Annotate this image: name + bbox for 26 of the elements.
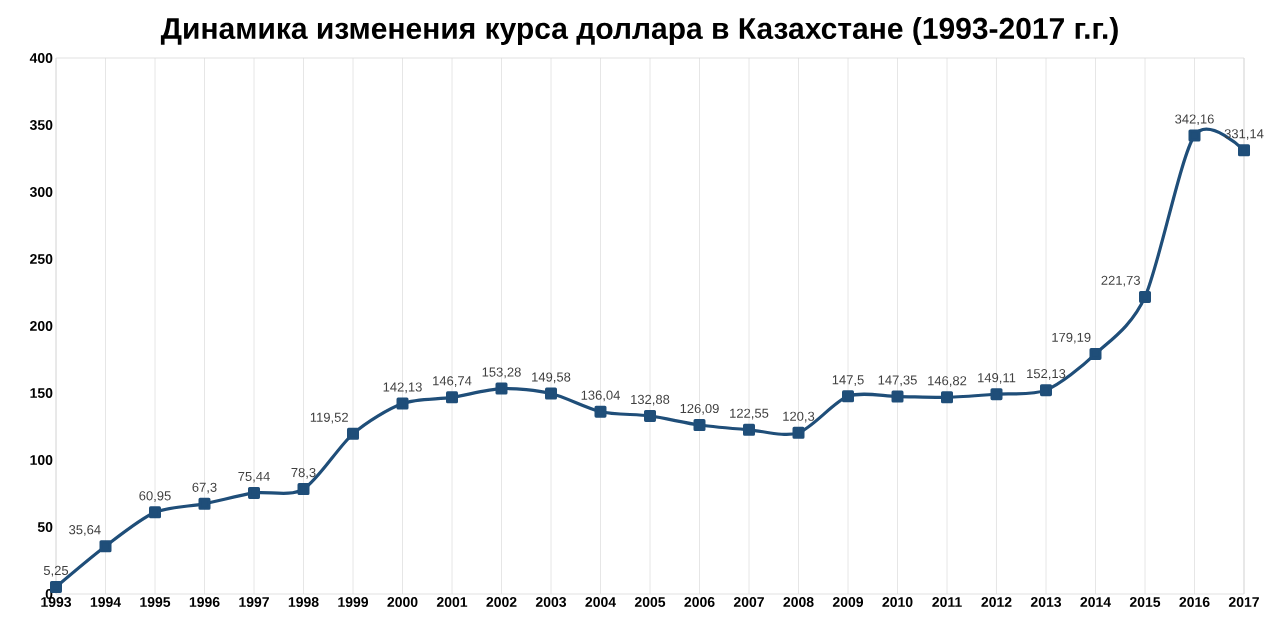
point bbox=[693, 419, 706, 432]
point bbox=[842, 390, 854, 403]
point bbox=[446, 391, 458, 404]
point bbox=[347, 427, 360, 440]
point bbox=[198, 497, 211, 510]
point bbox=[396, 397, 409, 410]
point bbox=[545, 387, 557, 400]
point bbox=[644, 409, 656, 422]
point bbox=[1188, 129, 1201, 142]
point bbox=[1040, 384, 1052, 397]
point bbox=[990, 388, 1003, 401]
point bbox=[1139, 290, 1152, 303]
point bbox=[149, 506, 161, 519]
point bbox=[99, 540, 112, 553]
point bbox=[50, 580, 62, 593]
point bbox=[792, 426, 805, 439]
point bbox=[1089, 347, 1102, 360]
point bbox=[891, 390, 904, 403]
point bbox=[297, 483, 310, 496]
point bbox=[248, 486, 261, 499]
point bbox=[594, 405, 607, 418]
point bbox=[495, 382, 508, 395]
point bbox=[1238, 144, 1251, 157]
chart-title: Динамика изменения курса доллара в Казахстане (1993-2017 г.г.) bbox=[160, 17, 1118, 46]
point bbox=[941, 391, 953, 404]
point bbox=[743, 423, 756, 436]
